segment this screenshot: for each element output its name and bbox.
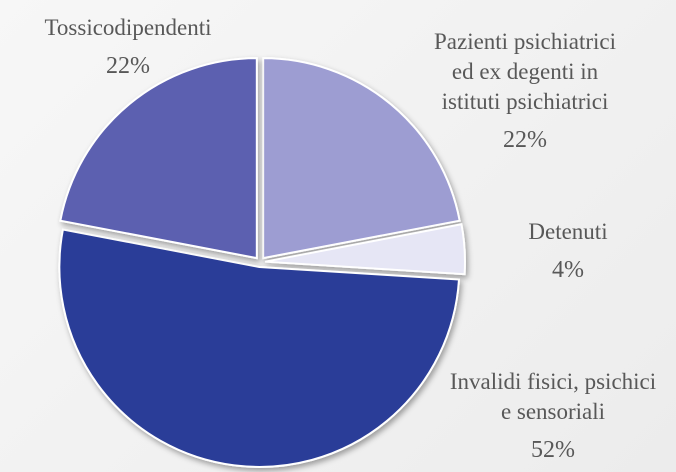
- slice-label: Invalidi fisici, psichici e sensoriali 52…: [423, 367, 676, 465]
- category-name: Detenuti: [528, 219, 608, 244]
- category-name: Tossicodipendenti: [44, 15, 212, 40]
- percent-label: 22%: [503, 127, 547, 153]
- percent-label: 22%: [106, 53, 150, 79]
- slice-label: Detenuti 4%: [468, 217, 668, 285]
- category-name: Pazienti psichiatrici ed ex degenti in i…: [433, 29, 617, 114]
- percent-label: 4%: [552, 257, 584, 283]
- pie-slice: [262, 57, 461, 260]
- slice-label: Tossicodipendenti 22%: [0, 13, 258, 81]
- slice-label: Pazienti psichiatrici ed ex degenti in i…: [375, 27, 675, 155]
- percent-label: 52%: [531, 437, 575, 463]
- pie-slice: [58, 228, 461, 468]
- pie-slice: [264, 223, 466, 276]
- pie-slice: [59, 57, 258, 260]
- category-name: Invalidi fisici, psichici e sensoriali: [449, 369, 657, 424]
